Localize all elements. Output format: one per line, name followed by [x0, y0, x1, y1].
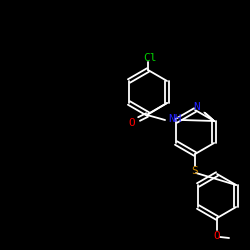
Text: O: O	[214, 231, 220, 241]
Text: NH: NH	[168, 114, 182, 124]
Text: O: O	[129, 118, 136, 128]
Text: N: N	[194, 102, 200, 112]
Text: Cl: Cl	[143, 53, 157, 63]
Text: S: S	[192, 166, 198, 176]
